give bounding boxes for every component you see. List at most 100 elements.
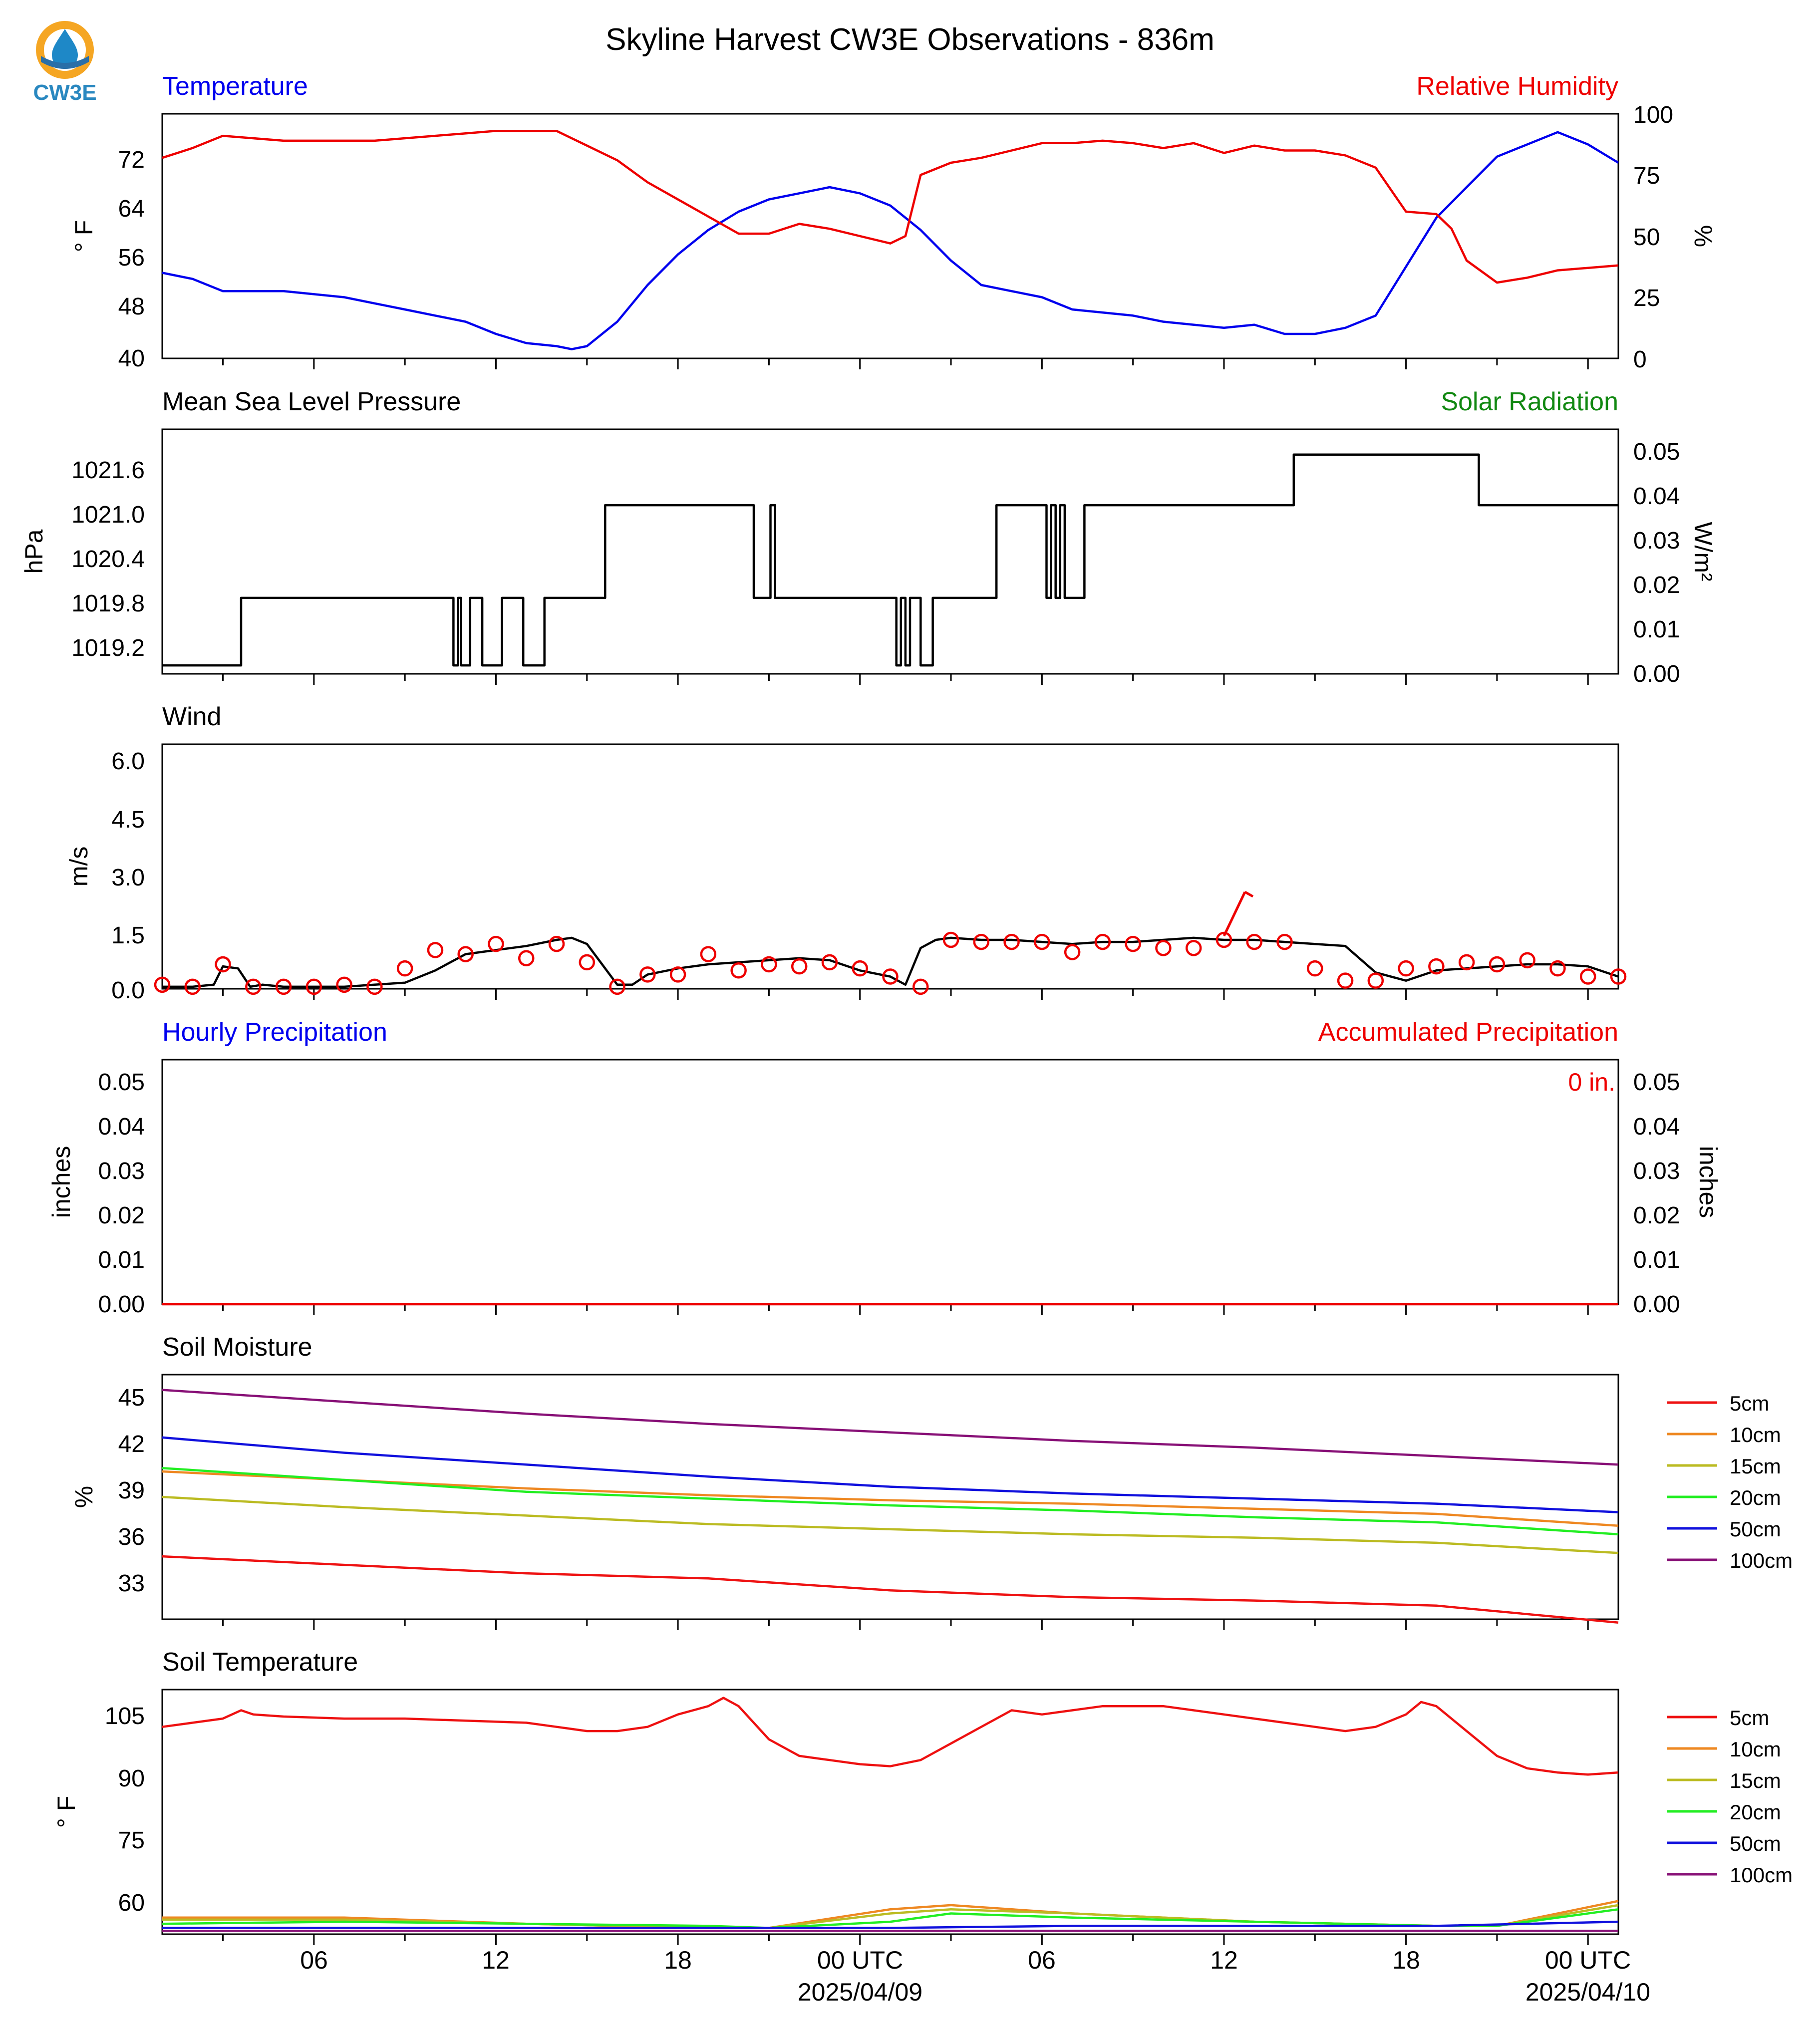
soil-moisture-axis-label: % <box>70 1486 98 1508</box>
humidity-right-ticks: 100 75 50 25 0 <box>1633 102 1673 373</box>
wind-tick-label: 1.5 <box>111 922 145 949</box>
wind-gust-circle <box>730 962 747 979</box>
precip-tick-label: 0.02 <box>98 1202 145 1229</box>
series-line-mean-sea-level-pressure <box>162 453 1618 667</box>
solar-tick-label: 0.05 <box>1633 439 1680 465</box>
time-tick-label: 06 <box>300 1946 328 1974</box>
soil-moisture-tick-label: 42 <box>118 1431 145 1457</box>
pressure-axis-label: hPa <box>20 529 48 574</box>
wind-gust-circle <box>366 978 383 995</box>
wind-gust-circle <box>1064 944 1081 960</box>
wind-gust-circle <box>1549 960 1566 977</box>
pressure-left-ticks: 1021.6 1021.0 1020.4 1019.8 1019.2 <box>71 457 145 661</box>
temp-left-ticks: 72 64 56 48 40 <box>118 147 145 372</box>
figure-title: Skyline Harvest CW3E Observations - 836m <box>606 22 1214 57</box>
wind-gust-circle <box>215 956 231 973</box>
wind-tick-label: 3.0 <box>111 865 145 891</box>
precip-right-tick-label: 0.04 <box>1633 1114 1680 1140</box>
wind-gust-circle <box>396 960 413 977</box>
solar-axis-label: W/m² <box>1689 522 1717 581</box>
temperature-title: Temperature <box>162 72 308 101</box>
pressure-tick-label: 1021.6 <box>71 457 145 484</box>
temp-humidity-frame <box>161 113 1619 359</box>
pressure-tick-label: 1020.4 <box>71 546 145 573</box>
wind-tick-label: 0.0 <box>111 977 145 1004</box>
series-line-10cm <box>162 1470 1619 1527</box>
precip-right-tick-label: 0.03 <box>1633 1158 1680 1184</box>
pressure-tick-label: 1021.0 <box>71 502 145 528</box>
humidity-tick-label: 0 <box>1633 346 1647 373</box>
series-line-temperature <box>162 131 1619 350</box>
logo-text: CW3E <box>33 80 96 105</box>
solar-tick-label: 0.04 <box>1633 483 1680 510</box>
wind-gust-circle <box>1034 933 1050 950</box>
soil-temperature-legend: 5cm 10cm 15cm 20cm 50cm 100cm <box>1667 1706 1793 1887</box>
wind-gust-circle <box>1337 972 1354 989</box>
soil-temperature-tick-label: 75 <box>118 1827 145 1854</box>
series-line-15cm <box>162 1495 1619 1554</box>
humidity-axis-label: % <box>1689 225 1717 247</box>
wind-gust-circle <box>1307 960 1323 977</box>
humidity-tick-label: 25 <box>1633 285 1660 311</box>
wind-gust-circle <box>1155 940 1172 956</box>
time-tick-label: 18 <box>664 1946 692 1974</box>
wind-gust-circle <box>1428 958 1445 975</box>
wind-gust-circle <box>1185 940 1202 956</box>
wind-gust-circle <box>821 954 838 971</box>
wind-gust-circle <box>1610 968 1627 985</box>
wind-barb-icon <box>1222 890 1254 937</box>
wind-gust-circle <box>639 966 656 983</box>
legend-label: 50cm <box>1730 1832 1781 1855</box>
wind-gust-circle <box>579 954 596 971</box>
panel-wind: Wind 6.0 4.5 3.0 1.5 0.0 m/s <box>65 702 1627 1004</box>
humidity-tick-label: 75 <box>1633 163 1660 189</box>
wind-gust-circle <box>882 968 899 985</box>
wind-gust-circle <box>1398 960 1414 977</box>
precip-tick-label: 0.00 <box>98 1291 145 1318</box>
wind-gust-circle <box>1003 933 1020 950</box>
wind-gust-circle <box>305 978 322 995</box>
pressure-tick-label: 1019.8 <box>71 590 145 617</box>
wind-gust-circle <box>791 958 808 975</box>
wind-gust-circle <box>154 976 171 993</box>
wind-gust-circle <box>336 976 352 993</box>
time-axis: 06 12 18 00 UTC 06 12 18 00 UTC 2025/04/… <box>300 1946 1650 2006</box>
precip-right-tick-label: 0.01 <box>1633 1247 1680 1273</box>
soil-temperature-tick-label: 90 <box>118 1765 145 1792</box>
solar-tick-label: 0.01 <box>1633 616 1680 643</box>
wind-gust-circle <box>184 978 201 995</box>
wind-gust-circle <box>1519 952 1535 969</box>
precip-right-axis-label: inches <box>1694 1146 1722 1218</box>
wind-gust-circle <box>669 966 686 983</box>
wind-gust-circle <box>457 946 474 962</box>
temp-tick-label: 48 <box>118 293 145 320</box>
wind-gust-circle <box>700 946 717 962</box>
wind-left-ticks: 6.0 4.5 3.0 1.5 0.0 <box>111 748 145 1004</box>
cw3e-logo: CW3E <box>33 21 97 105</box>
wind-gust-circle <box>427 942 444 958</box>
legend-label: 15cm <box>1730 1769 1781 1792</box>
soil-temperature-axis-label: ° F <box>52 1796 80 1828</box>
precip-right-tick-label: 0.02 <box>1633 1202 1680 1229</box>
hourly-precip-title: Hourly Precipitation <box>162 1018 387 1047</box>
wind-gust-circle <box>852 960 868 977</box>
soil-temperature-tick-label: 105 <box>105 1703 145 1730</box>
series-line-20cm <box>162 1466 1619 1536</box>
precip-tick-label: 0.01 <box>98 1247 145 1273</box>
legend-label: 10cm <box>1730 1423 1781 1447</box>
pressure-frame <box>161 428 1619 675</box>
legend-label: 100cm <box>1730 1863 1793 1887</box>
panel-pressure: Mean Sea Level Pressure Solar Radiation … <box>20 387 1717 687</box>
series-line-relative-humidity <box>162 130 1619 284</box>
wind-gust-circle <box>488 935 504 952</box>
precip-tick-label: 0.05 <box>98 1069 145 1096</box>
legend-label: 5cm <box>1730 1392 1769 1415</box>
pressure-title: Mean Sea Level Pressure <box>162 387 461 416</box>
temp-tick-label: 56 <box>118 245 145 271</box>
wind-gust-circle <box>1246 933 1262 950</box>
temp-axis-label: ° F <box>70 220 98 252</box>
wind-gust-circle <box>1367 972 1384 989</box>
wind-tick-label: 4.5 <box>111 807 145 833</box>
wind-gust-circle <box>912 978 929 995</box>
series-line-50cm <box>162 1920 1619 1929</box>
